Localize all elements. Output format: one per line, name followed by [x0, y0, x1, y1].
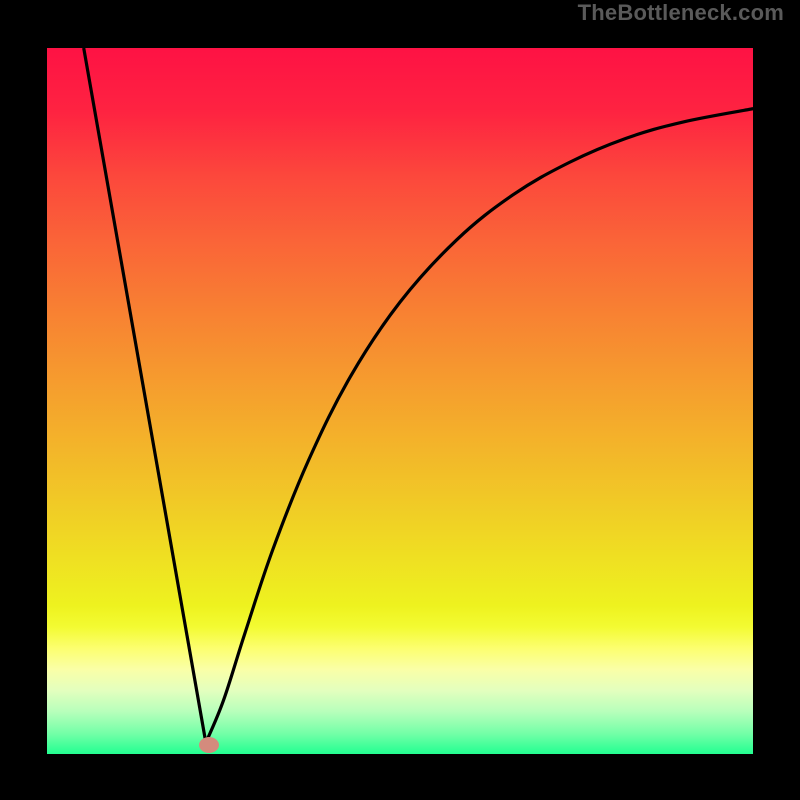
curve-right-branch: [206, 109, 753, 743]
plot-area: [47, 48, 753, 754]
valley-marker: [199, 737, 219, 753]
chart-canvas: TheBottleneck.com: [0, 0, 800, 800]
curve-left-branch: [84, 48, 206, 743]
curve-svg: [47, 48, 753, 754]
plot-frame: [21, 22, 779, 780]
